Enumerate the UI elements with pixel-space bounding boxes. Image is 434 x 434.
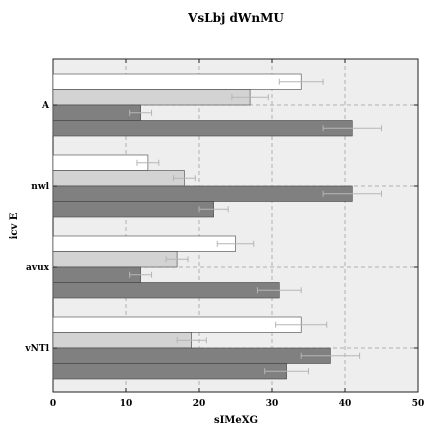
bar-s1-vNTl [52,332,192,349]
bar-s2-A [52,104,141,121]
bar-s3-vNTl [52,363,287,380]
bar-s1-nwl [52,170,185,187]
bar-s1-avux [52,251,178,268]
chart-title: VsLbj dWnMU [187,11,284,25]
x-axis-label: sIMeXG [214,415,258,426]
x-tick-label-2: 20 [193,399,206,409]
error-bars [129,78,382,375]
x-tick-label-0: 0 [50,399,56,409]
x-tick-label-5: 50 [412,399,425,409]
x-tick-label-1: 10 [120,399,133,409]
bar-series [52,73,353,380]
y-tick-label-nwl: nwl [31,182,49,192]
x-tick-label-3: 30 [266,399,279,409]
x-axis: 0 10 20 30 40 50 [50,59,424,409]
y-tick-label-A: A [41,101,50,111]
y-axis-label: icv E [9,212,20,239]
y-tick-label-avux: avux [26,263,50,273]
bar-s2-avux [52,266,141,283]
bar-s2-nwl [52,185,353,202]
bar-s0-nwl [52,154,149,171]
bar-s3-A [52,120,353,137]
bar-s1-A [52,89,251,106]
x-tick-label-4: 40 [339,399,352,409]
y-tick-label-vNTl: vNTl [24,344,49,354]
bar-s3-avux [52,282,280,299]
bar-s0-avux [52,235,236,252]
bar-s0-A [52,73,302,90]
bar-s0-vNTl [52,316,302,333]
bar-s2-vNTl [52,347,331,364]
bar-s3-nwl [52,201,214,218]
